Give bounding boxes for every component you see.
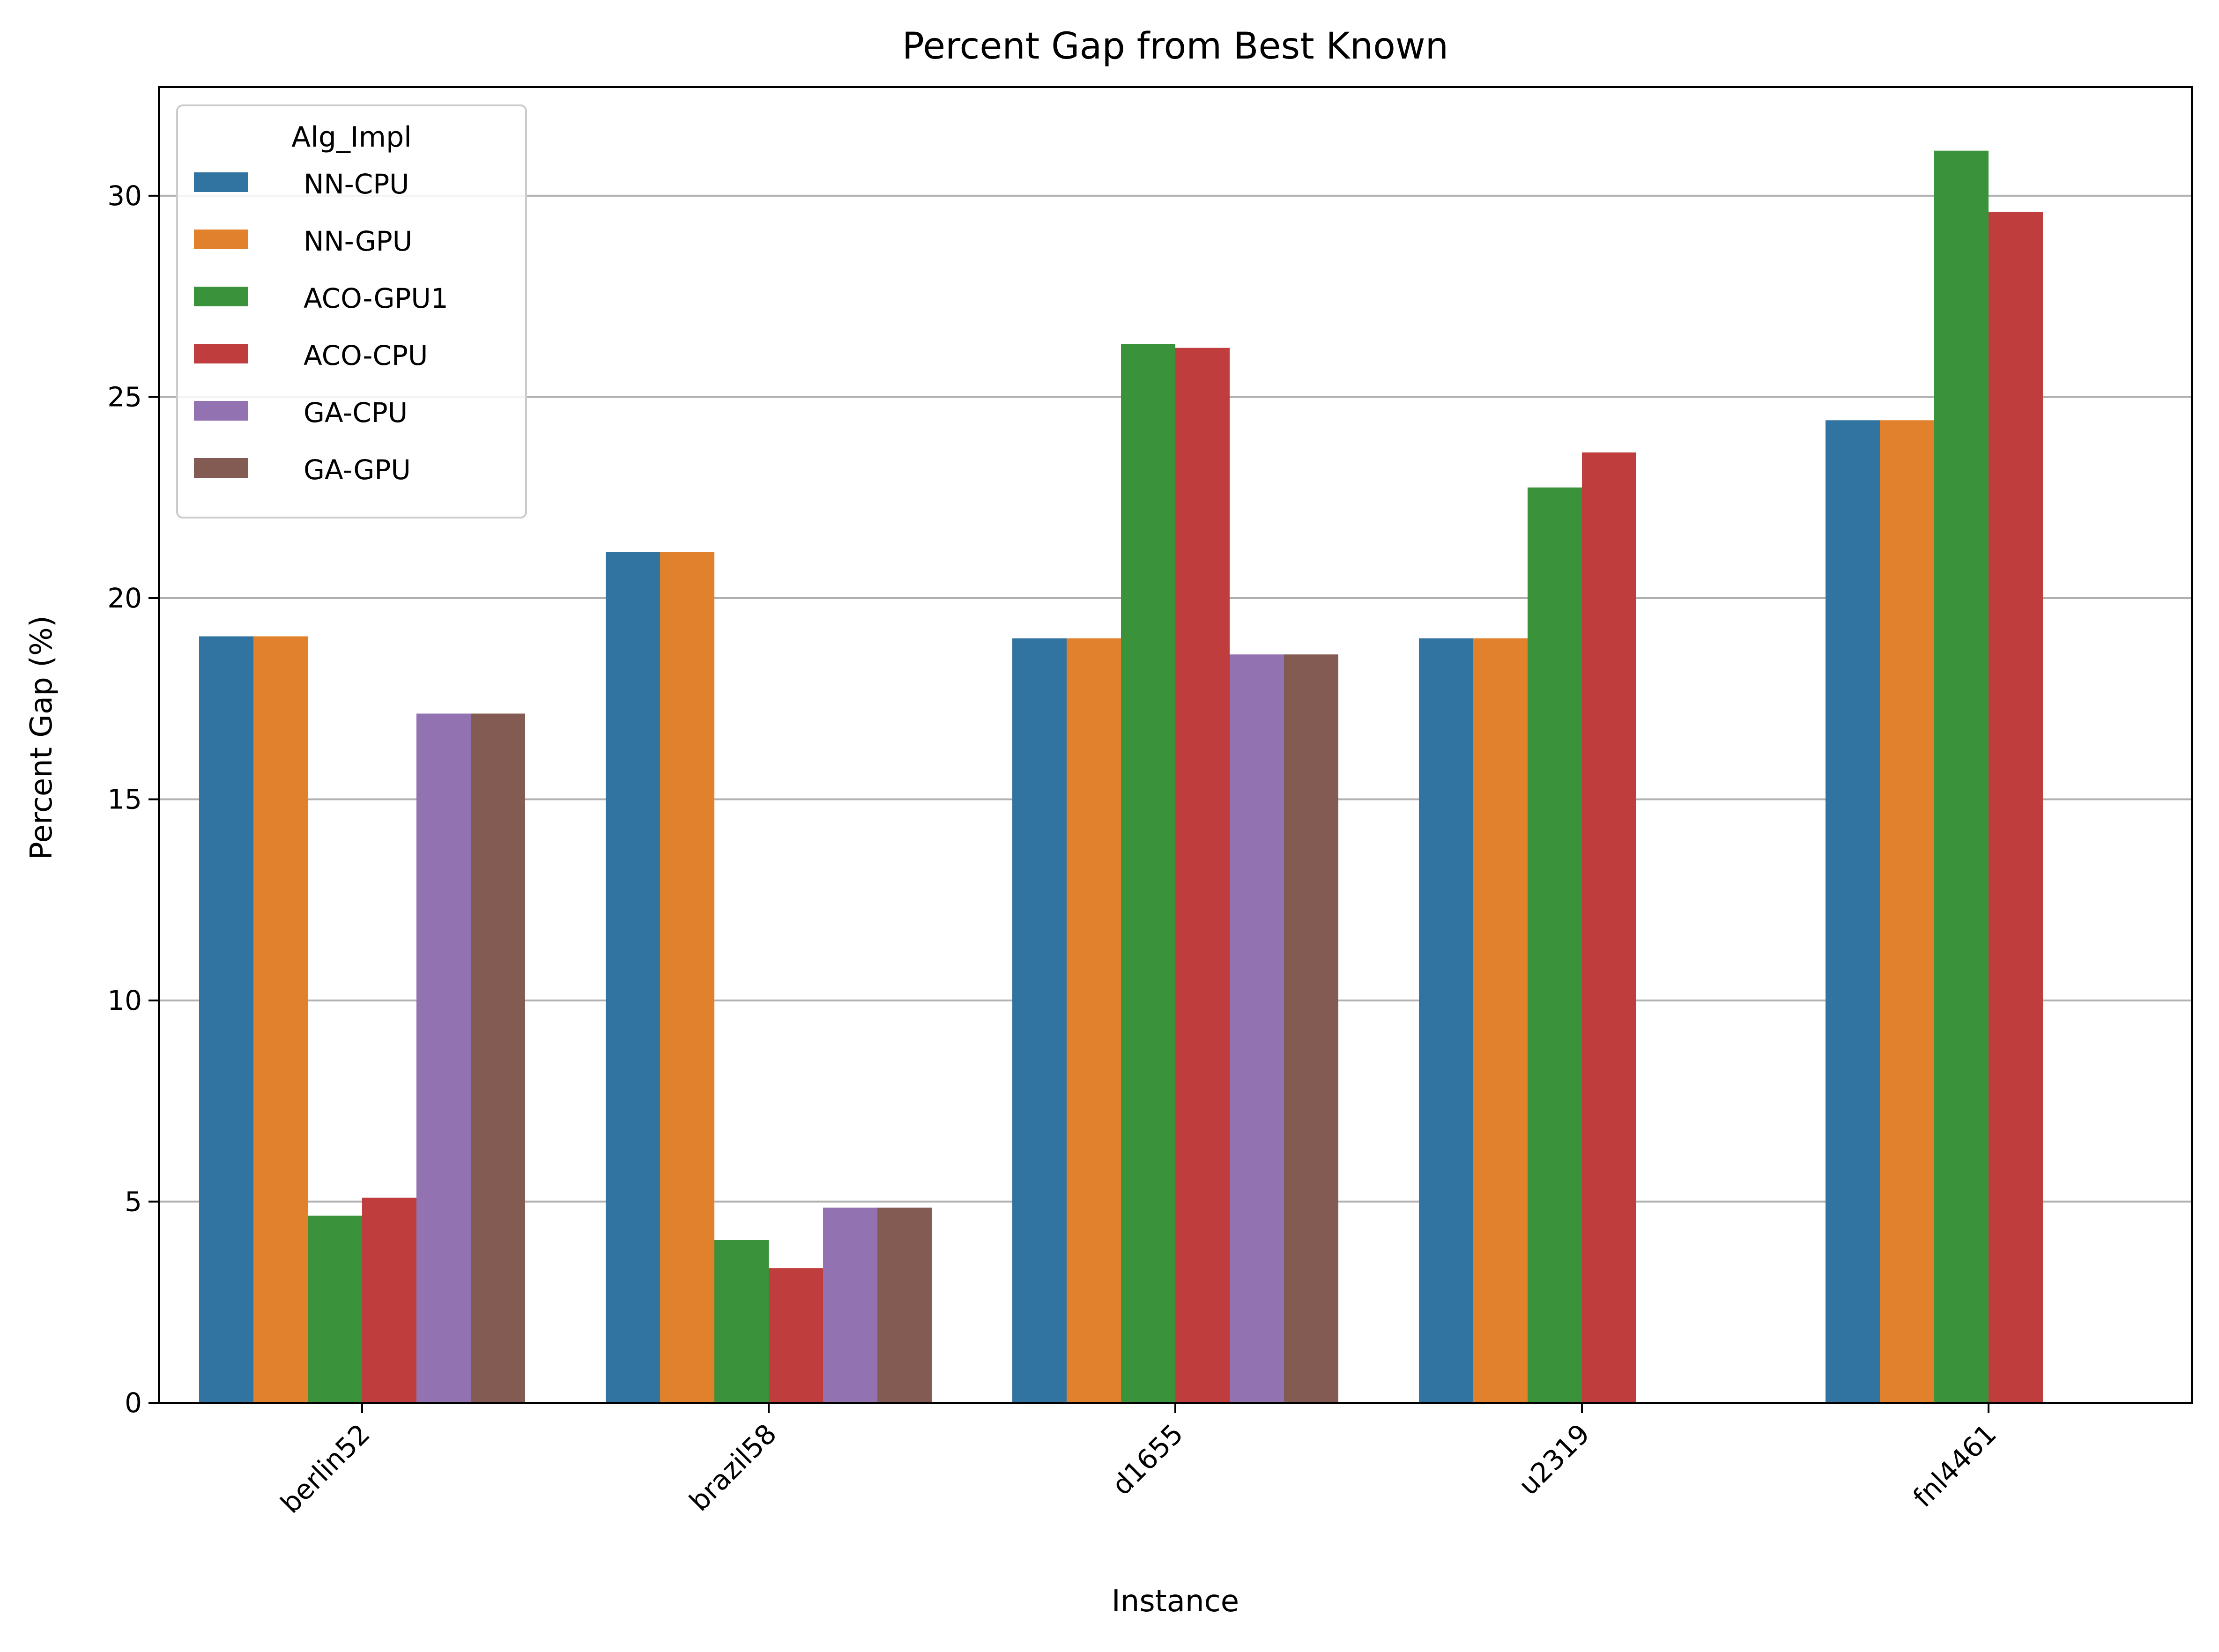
bar-nn-gpu-d1655 [1067, 638, 1121, 1403]
y-tick-label: 20 [107, 582, 142, 614]
legend-label-nn-gpu: NN-GPU [304, 225, 412, 257]
bar-nn-cpu-fnl4461 [1826, 420, 1880, 1403]
legend-swatch-ga-gpu [194, 458, 248, 478]
bar-nn-cpu-d1655 [1012, 638, 1067, 1403]
y-tick-label: 30 [107, 180, 142, 212]
x-axis-title: Instance [1112, 1584, 1239, 1619]
legend-label-ga-cpu: GA-CPU [304, 397, 408, 429]
legend-swatch-aco-gpu1 [194, 287, 248, 306]
bar-aco-gpu1-u2319 [1528, 487, 1582, 1403]
bar-nn-gpu-brazil58 [660, 552, 714, 1403]
bar-nn-cpu-berlin52 [199, 636, 253, 1403]
legend-label-ga-gpu: GA-GPU [304, 454, 411, 486]
legend-swatch-nn-cpu [194, 172, 248, 192]
bar-ga-gpu-berlin52 [471, 713, 525, 1403]
plot-frame [158, 86, 2193, 1404]
legend-swatch-aco-cpu [194, 344, 248, 363]
legend-label-nn-cpu: NN-CPU [304, 168, 409, 200]
bar-ga-gpu-d1655 [1284, 654, 1338, 1403]
legend-swatch-nn-gpu [194, 230, 248, 249]
bar-aco-gpu1-brazil58 [714, 1240, 769, 1403]
legend: Alg_Impl NN-CPU NN-GPU ACO-GPU1 ACO-CPU GA-CP… [176, 104, 527, 519]
y-axis-title: Percent Gap (%) [24, 615, 59, 860]
bar-aco-gpu1-fnl4461 [1934, 150, 1989, 1403]
bar-aco-cpu-brazil58 [769, 1268, 823, 1403]
bar-ga-cpu-brazil58 [823, 1208, 877, 1403]
bar-ga-cpu-d1655 [1230, 654, 1284, 1403]
bar-nn-cpu-brazil58 [606, 552, 660, 1403]
bar-ga-cpu-berlin52 [416, 713, 471, 1403]
bar-aco-cpu-fnl4461 [1989, 212, 2043, 1403]
bar-nn-gpu-berlin52 [253, 636, 308, 1403]
y-tick-label: 15 [107, 783, 142, 815]
legend-label-aco-gpu1: ACO-GPU1 [304, 282, 448, 314]
legend-box [176, 104, 527, 519]
bar-aco-gpu1-berlin52 [308, 1215, 362, 1403]
bar-nn-gpu-u2319 [1473, 638, 1528, 1403]
bar-aco-gpu1-d1655 [1121, 344, 1175, 1403]
bar-aco-cpu-berlin52 [362, 1197, 416, 1403]
y-tick-label: 25 [107, 381, 142, 413]
chart-title: Percent Gap from Best Known [902, 25, 1448, 67]
bar-aco-cpu-u2319 [1582, 452, 1636, 1403]
bar-ga-gpu-brazil58 [877, 1208, 932, 1403]
legend-label-aco-cpu: ACO-CPU [304, 340, 428, 371]
bar-aco-cpu-d1655 [1175, 348, 1230, 1403]
bar-nn-cpu-u2319 [1419, 638, 1473, 1403]
bars [199, 150, 2043, 1403]
legend-swatch-ga-cpu [194, 401, 248, 421]
y-tick-label: 10 [107, 985, 142, 1016]
bar-nn-gpu-fnl4461 [1880, 420, 1934, 1403]
y-tick-label: 0 [125, 1387, 142, 1419]
y-tick-label: 5 [125, 1185, 142, 1217]
legend-title: Alg_Impl [291, 121, 412, 154]
